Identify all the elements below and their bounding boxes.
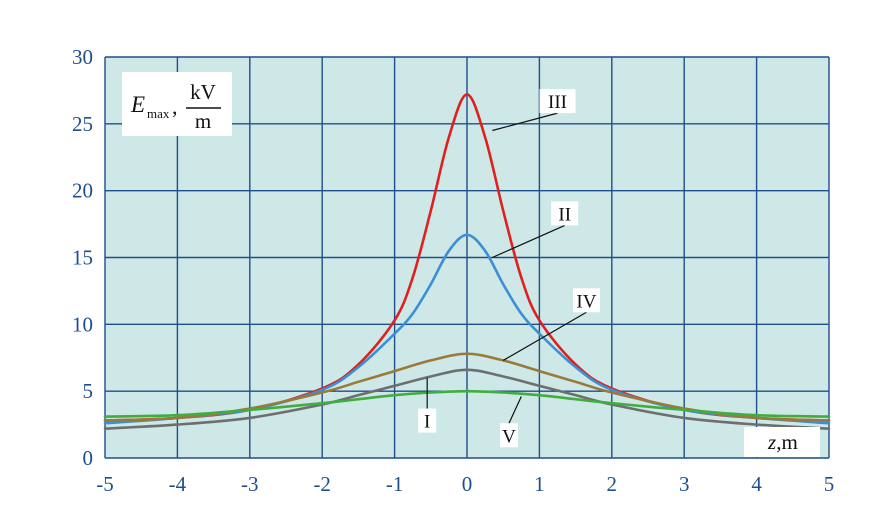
x-axis-label: z,m	[744, 427, 820, 457]
leader-line-v	[508, 396, 522, 424]
y-tick-label: 5	[83, 379, 94, 403]
curve-label-box-iii	[539, 89, 576, 114]
series-group	[103, 93, 831, 430]
x-tick-label: -5	[96, 472, 114, 496]
curve-label-i: I	[424, 412, 430, 433]
curve-label-v: V	[502, 426, 516, 447]
curve-label-box-i	[418, 408, 437, 433]
x-tick-label: -3	[241, 472, 259, 496]
x-axis-var: z	[767, 430, 776, 454]
leader-line-iii	[492, 112, 558, 132]
x-tick-label: 5	[824, 472, 835, 496]
leader-line-ii	[492, 224, 565, 259]
x-tick-label: 2	[607, 472, 618, 496]
y-axis-comma: ,	[172, 94, 178, 119]
x-tick-label: -2	[313, 472, 331, 496]
x-axis-label-text: z,m	[767, 430, 798, 454]
x-tick-label: 4	[751, 472, 762, 496]
series-line-ii	[103, 233, 831, 425]
x-axis-unit: ,m	[776, 430, 798, 454]
x-axis-label-box	[744, 427, 820, 457]
grid-lines	[104, 56, 830, 459]
curve-label-iii: III	[548, 92, 567, 113]
y-tick-label: 15	[72, 246, 93, 270]
series-line-iv	[103, 352, 831, 422]
y-axis-label-box	[122, 72, 232, 136]
curve-label-ii: II	[558, 204, 571, 225]
curve-label-box-iv	[572, 288, 600, 313]
curve-label-box-v	[499, 423, 518, 448]
x-tick-label: -1	[386, 472, 404, 496]
y-tick-label: 0	[83, 446, 94, 470]
y-axis-unit-numerator: kV	[190, 80, 216, 104]
y-axis-tick-labels: 0 5 10 15 20 25 30	[72, 45, 93, 470]
x-tick-label: 0	[462, 472, 473, 496]
curve-label-iv: IV	[576, 291, 596, 312]
leader-line-iv	[502, 311, 587, 361]
y-tick-label: 25	[72, 112, 93, 136]
y-tick-label: 20	[72, 179, 93, 203]
series-line-i	[103, 368, 831, 430]
x-tick-label: 1	[534, 472, 545, 496]
series-line-v	[103, 389, 831, 418]
y-axis-unit-denominator: m	[195, 109, 211, 133]
y-axis-subscript: max	[147, 106, 170, 121]
y-tick-label: 10	[72, 312, 93, 336]
y-axis-var: E	[130, 92, 145, 117]
x-tick-label: -4	[169, 472, 187, 496]
y-tick-label: 30	[72, 45, 93, 69]
x-axis-tick-labels: -5 -4 -3 -2 -1 0 1 2 3 4 5	[96, 472, 834, 496]
x-tick-label: 3	[679, 472, 690, 496]
y-axis-label: E max , kV m	[122, 72, 232, 136]
curve-label-box-ii	[551, 201, 579, 226]
